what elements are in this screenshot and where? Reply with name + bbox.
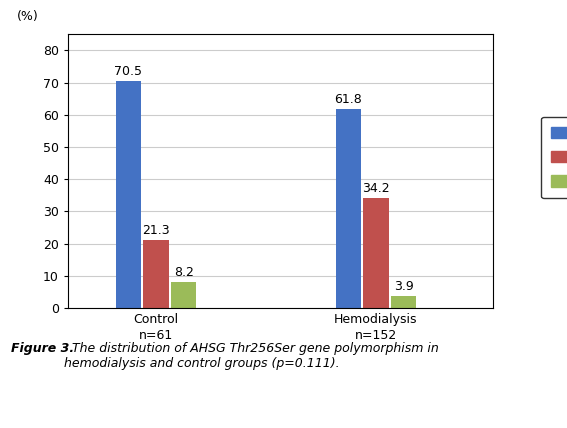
Text: 70.5: 70.5 bbox=[114, 65, 142, 78]
Text: 61.8: 61.8 bbox=[334, 93, 362, 107]
Bar bbox=[143, 240, 168, 308]
Text: Figure 3.: Figure 3. bbox=[11, 342, 74, 355]
Bar bbox=[363, 198, 388, 308]
Text: 3.9: 3.9 bbox=[394, 280, 414, 293]
Bar bbox=[336, 109, 361, 308]
Bar bbox=[171, 282, 196, 308]
Text: 21.3: 21.3 bbox=[142, 224, 170, 237]
Bar bbox=[391, 296, 416, 308]
Bar bbox=[116, 81, 141, 308]
Text: 8.2: 8.2 bbox=[174, 266, 194, 279]
Legend: Thr/Thr, Thr/Ser, Ser/Ser: Thr/Thr, Thr/Ser, Ser/Ser bbox=[541, 117, 567, 198]
Text: The distribution of AHSG Thr256Ser gene polymorphism in
hemodialysis and control: The distribution of AHSG Thr256Ser gene … bbox=[64, 342, 438, 370]
Text: (%): (%) bbox=[17, 10, 39, 23]
Text: 34.2: 34.2 bbox=[362, 182, 390, 195]
